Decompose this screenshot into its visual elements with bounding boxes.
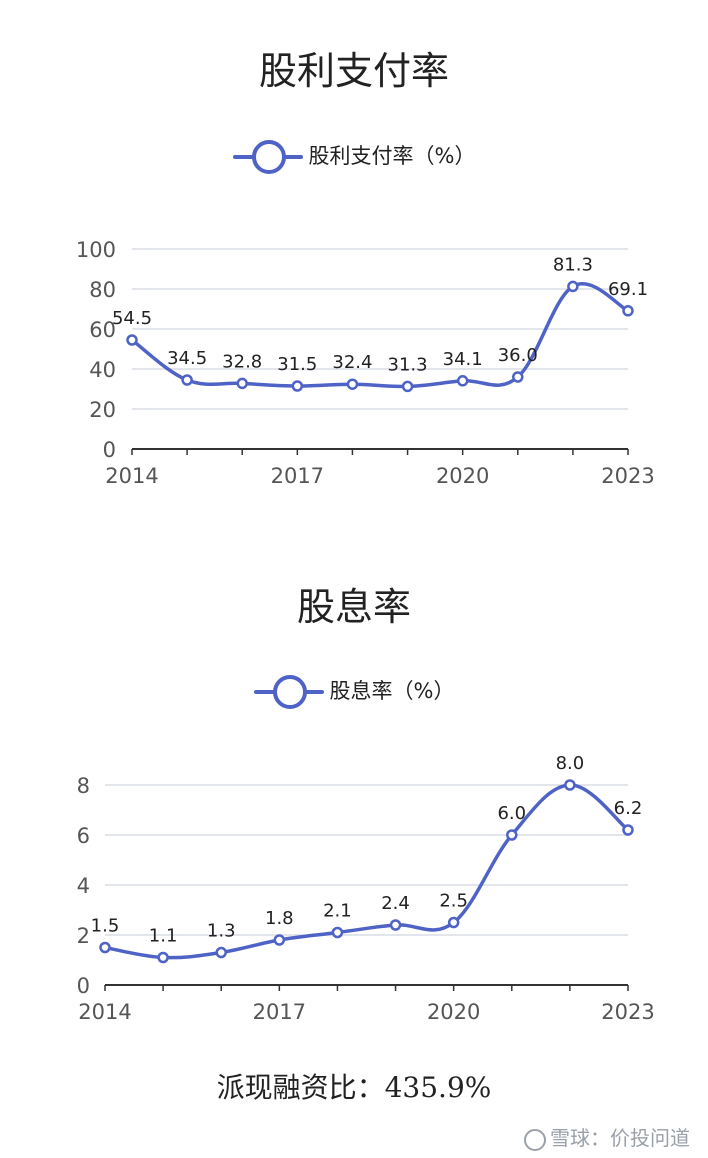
- chart2-data-point: [447, 916, 460, 929]
- chart1-plot: 0 20 40 60 80 100 2014 2017 2020 2023 54.5 34.5 32.8…: [76, 238, 655, 488]
- chart2-data-point: [389, 919, 402, 931]
- chart1-y-tick-label: 80: [89, 278, 116, 302]
- chart2-x-tick-label: 2020: [427, 1000, 480, 1024]
- chart2-data-label: 1.8: [265, 908, 294, 929]
- chart2-data-label: 1.3: [207, 921, 236, 942]
- chart2-legend[interactable]: 股息率（%）: [0, 675, 708, 709]
- chart2-data-point: [157, 951, 169, 964]
- chart1-data-point: [512, 371, 524, 383]
- chart1-data-label: 34.5: [167, 348, 207, 369]
- chart1-data-point: [126, 334, 138, 346]
- chart2-y-tick-label: 4: [77, 874, 90, 898]
- chart1-data-point: [291, 380, 304, 392]
- chart2-legend-label: 股息率（%）: [329, 679, 455, 703]
- chart2-y-tick-label: 8: [77, 774, 90, 798]
- chart2-data-label: 1.1: [149, 926, 178, 947]
- chart2-data-label: 6.0: [497, 803, 526, 824]
- chart1-series-line: [130, 282, 629, 389]
- legend-line-marker-icon: [232, 140, 303, 174]
- chart1-x-tick-label: 2014: [105, 464, 158, 488]
- chart1-data-label: 34.1: [443, 349, 483, 370]
- chart2-data-label: 8.0: [556, 753, 585, 774]
- chart1-y-tick-label: 60: [89, 318, 116, 342]
- chart1-x-tick-label: 2017: [271, 464, 324, 488]
- payout-financing-ratio: 派现融资比：435.9%: [216, 1071, 492, 1104]
- chart1-data-point: [622, 305, 634, 317]
- chart2-title: 股息率: [296, 585, 411, 629]
- chart2-data-point: [273, 934, 286, 946]
- chart1-data-label: 36.0: [498, 345, 538, 366]
- chart1-data-point: [181, 374, 193, 386]
- chart1-legend-label: 股利支付率（%）: [308, 144, 476, 168]
- chart1-data-label: 54.5: [112, 308, 152, 329]
- watermark: 雪球：价投问道: [524, 1122, 690, 1151]
- chart2-y-tick-label: 6: [77, 824, 90, 848]
- chart1-data-label: 32.8: [222, 351, 262, 372]
- chart2-x-tick-label: 2023: [601, 1000, 654, 1024]
- chart1-title: 股利支付率: [258, 49, 449, 93]
- chart2-data-label: 1.5: [91, 916, 120, 937]
- chart1-y-tick-label: 0: [103, 438, 116, 462]
- chart2-data-label: 2.1: [323, 901, 352, 922]
- chart1-y-tick-label: 20: [89, 398, 116, 422]
- chart2-data-point: [506, 829, 518, 841]
- chart2-data-point: [564, 779, 576, 791]
- chart1-data-label: 32.4: [332, 352, 372, 373]
- chart2-data-point: [215, 946, 227, 959]
- chart2-data-label: 2.5: [439, 891, 468, 912]
- chart2-y-tick-label: 0: [77, 974, 90, 998]
- legend-line-marker-icon: [253, 675, 324, 709]
- chart1-data-point: [401, 380, 414, 393]
- chart2-data-point: [331, 926, 344, 939]
- chart2-data-point: [99, 941, 111, 954]
- chart2-plot: 0 2 4 6 8 2014 2017 2020 2023 1.5 1.1 1.3 1.8 2.1 2.4 2…: [77, 753, 655, 1024]
- chart1-data-point: [346, 378, 359, 390]
- chart1-data-point: [236, 377, 248, 390]
- chart2-data-point: [622, 824, 634, 836]
- chart1-data-label: 31.3: [388, 354, 428, 375]
- chart1-x-tick-label: 2023: [601, 464, 654, 488]
- chart1-data-label: 81.3: [553, 254, 593, 275]
- chart2-y-tick-label: 2: [77, 924, 90, 948]
- chart1-data-point: [456, 375, 469, 387]
- chart2-x-tick-label: 2017: [253, 1000, 306, 1024]
- chart2-data-label: 6.2: [614, 798, 643, 819]
- watermark-text: 雪球：价投问道: [550, 1126, 690, 1150]
- snowball-logo-icon: [524, 1128, 546, 1151]
- chart1-data-label: 69.1: [608, 279, 648, 300]
- chart1-data-point: [567, 280, 579, 293]
- chart2-series-line: [104, 783, 630, 960]
- chart1-data-label: 31.5: [277, 354, 317, 375]
- chart2-data-label: 2.4: [381, 893, 410, 914]
- chart2-x-tick-label: 2014: [78, 1000, 131, 1024]
- chart1-x-tick-label: 2020: [436, 464, 489, 488]
- chart1-legend[interactable]: 股利支付率（%）: [0, 140, 708, 174]
- chart1-y-tick-label: 100: [76, 238, 116, 262]
- chart1-y-tick-label: 40: [89, 358, 116, 382]
